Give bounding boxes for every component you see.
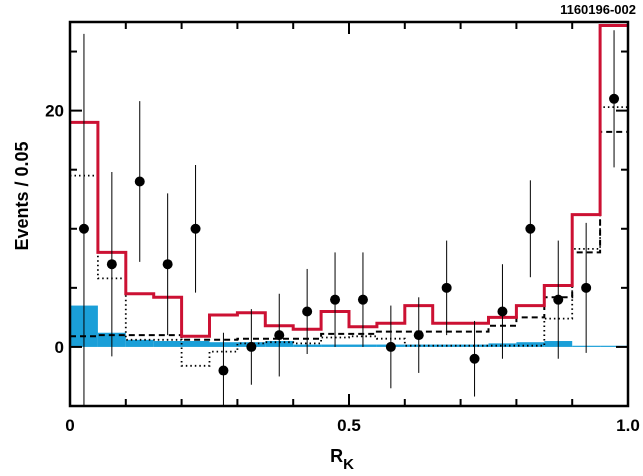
histogram-lines bbox=[70, 24, 628, 367]
tick-labels: 0 0.5 1.0 0 20 bbox=[45, 102, 640, 435]
data-point bbox=[469, 353, 480, 364]
plot-frame bbox=[68, 20, 630, 408]
data-point bbox=[553, 294, 564, 305]
filled-bin bbox=[516, 342, 545, 347]
data-point bbox=[246, 341, 257, 352]
x-tick-label: 0 bbox=[65, 416, 74, 435]
x-tick-label: 0.5 bbox=[337, 416, 361, 435]
data-point bbox=[218, 365, 229, 376]
data-point bbox=[78, 223, 89, 234]
x-tick-label: 1.0 bbox=[616, 416, 640, 435]
data-point bbox=[162, 259, 173, 270]
data-point bbox=[190, 223, 201, 234]
filled-bin bbox=[600, 345, 628, 347]
data-point bbox=[413, 330, 424, 341]
data-point bbox=[134, 176, 145, 187]
data-point bbox=[330, 294, 341, 305]
solid-histogram-line bbox=[70, 24, 628, 338]
filled-bin bbox=[125, 339, 154, 347]
x-axis-title-subscript: K bbox=[343, 456, 354, 473]
filled-bin bbox=[181, 341, 210, 347]
dotted-histogram-line bbox=[70, 106, 628, 367]
y-tick-label: 20 bbox=[45, 102, 64, 121]
x-axis-title: RK bbox=[330, 446, 354, 473]
data-point bbox=[385, 341, 396, 352]
figure-id: 1160196-002 bbox=[560, 2, 636, 17]
x-axis-title-main: R bbox=[330, 446, 343, 466]
data-point bbox=[274, 330, 285, 341]
y-tick-label: 0 bbox=[55, 338, 64, 357]
data-point bbox=[441, 282, 452, 293]
filled-bin bbox=[153, 341, 182, 347]
data-point bbox=[581, 282, 592, 293]
data-point bbox=[497, 306, 508, 317]
data-point bbox=[525, 223, 536, 234]
data-point bbox=[302, 306, 313, 317]
data-point bbox=[106, 259, 117, 270]
data-point bbox=[357, 294, 368, 305]
axis-ticks bbox=[69, 22, 629, 407]
y-axis-title: Events / 0.05 bbox=[12, 141, 32, 250]
data-point bbox=[609, 93, 620, 104]
dashed-histogram-line bbox=[70, 130, 628, 341]
data-points-series bbox=[78, 30, 620, 406]
